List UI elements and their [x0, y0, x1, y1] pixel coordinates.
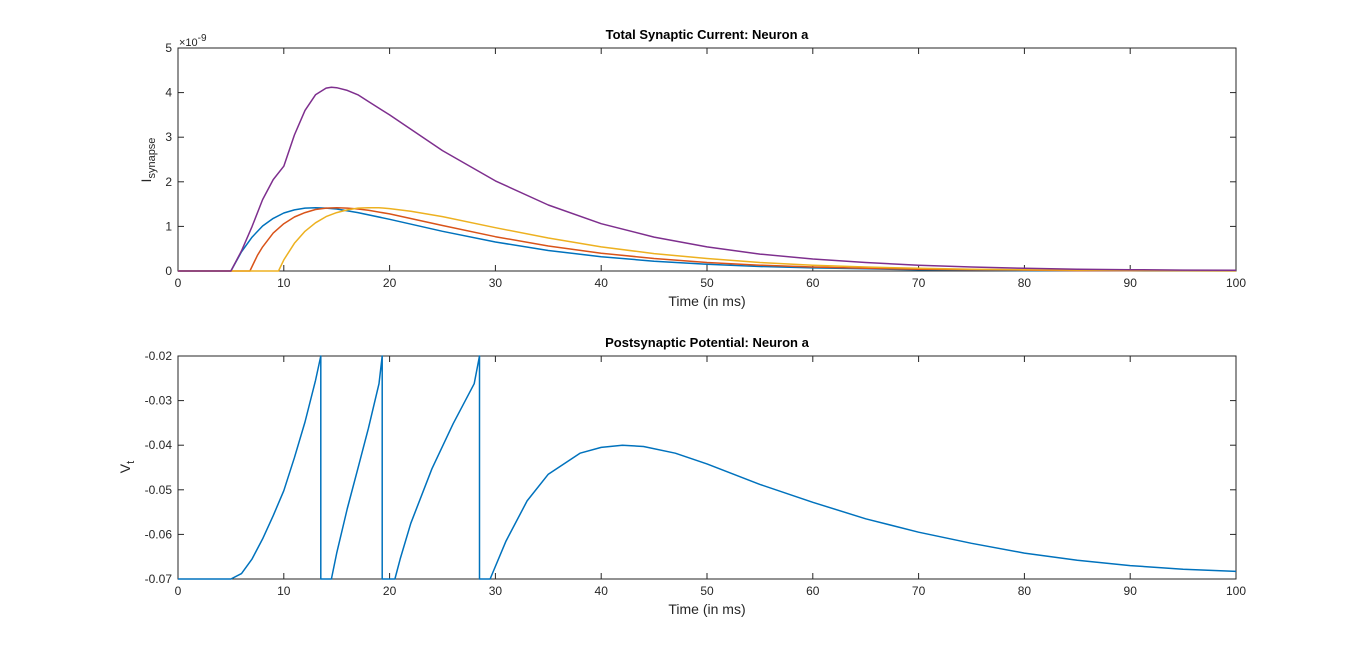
current-x-tick-label: 20 [383, 276, 397, 290]
potential-x-tick-label: 80 [1018, 584, 1032, 598]
current-y-axis-label: Isynapse [138, 138, 158, 183]
potential-x-tick-label: 90 [1124, 584, 1138, 598]
potential-plot-box [177, 355, 1237, 580]
potential-x-axis-label: Time (in ms) [668, 601, 745, 617]
current-x-tick-label: 50 [700, 276, 714, 290]
potential-tick-marks: 0 10 20 30 40 50 60 70 80 90 100 -0.07 -0.06 -0.05 -0.… [145, 349, 1247, 598]
current-x-tick-label: 40 [595, 276, 609, 290]
svg-text:Isynapse: Isynapse [138, 138, 158, 183]
potential-chart-title: Postsynaptic Potential: Neuron a [605, 335, 809, 350]
potential-y-label-sub: t [125, 461, 137, 464]
potential-y-tick-label: -0.02 [145, 349, 173, 363]
current-plot-box [177, 47, 1237, 272]
current-y-tick-label: 0 [165, 264, 172, 278]
potential-x-tick-label: 60 [806, 584, 820, 598]
potential-y-tick-label: -0.04 [145, 438, 173, 452]
current-y-tick-label: 3 [165, 130, 172, 144]
current-y-tick-label: 4 [165, 86, 172, 100]
potential-x-tick-label: 10 [277, 584, 291, 598]
potential-x-tick-label: 50 [700, 584, 714, 598]
current-y-label-sub: synapse [146, 138, 158, 179]
current-series-line-3 [178, 206, 1237, 272]
potential-y-axis-label: Vt [117, 461, 137, 473]
current-series-group [178, 86, 1237, 272]
current-x-tick-label: 90 [1124, 276, 1138, 290]
current-x-axis-label: Time (in ms) [668, 293, 745, 309]
potential-x-tick-label: 20 [383, 584, 397, 598]
current-x-tick-label: 60 [806, 276, 820, 290]
current-tick-marks: 0 10 20 30 40 50 60 70 80 90 100 0 1 2 3 4 5 [165, 41, 1246, 290]
potential-x-tick-label: 70 [912, 584, 926, 598]
current-y-tick-label: 1 [165, 219, 172, 233]
current-x-tick-label: 100 [1226, 276, 1246, 290]
current-series-line-4 [178, 86, 1237, 272]
current-y-tick-label: 5 [165, 41, 172, 55]
potential-x-tick-label: 40 [595, 584, 609, 598]
current-exponent-label: ×10-9 [179, 33, 207, 49]
current-x-tick-label: 70 [912, 276, 926, 290]
potential-y-tick-label: -0.05 [145, 483, 173, 497]
current-axes: 0 10 20 30 40 50 60 70 80 90 100 0 1 2 3 4 5 Total Synap… [138, 27, 1246, 309]
potential-y-label-main: V [117, 463, 133, 473]
potential-y-tick-label: -0.03 [145, 394, 173, 408]
current-x-tick-label: 0 [175, 276, 182, 290]
potential-series-line-1 [178, 355, 1237, 580]
current-exponent-power: -9 [198, 33, 207, 44]
potential-x-tick-label: 30 [489, 584, 503, 598]
potential-y-tick-label: -0.07 [145, 572, 173, 586]
current-x-tick-label: 10 [277, 276, 291, 290]
current-y-tick-label: 2 [165, 175, 172, 189]
current-exponent-base: ×10 [179, 37, 198, 49]
current-x-tick-label: 80 [1018, 276, 1032, 290]
current-chart-title: Total Synaptic Current: Neuron a [606, 27, 809, 42]
potential-axes: 0 10 20 30 40 50 60 70 80 90 100 -0.07 -0.06 -0.05 -0.… [117, 335, 1246, 617]
potential-x-tick-label: 0 [175, 584, 182, 598]
svg-text:Vt: Vt [117, 461, 137, 473]
potential-x-tick-label: 100 [1226, 584, 1246, 598]
current-y-label-main: I [138, 179, 154, 183]
potential-series-group [178, 355, 1237, 580]
potential-y-tick-label: -0.06 [145, 527, 173, 541]
current-x-tick-label: 30 [489, 276, 503, 290]
